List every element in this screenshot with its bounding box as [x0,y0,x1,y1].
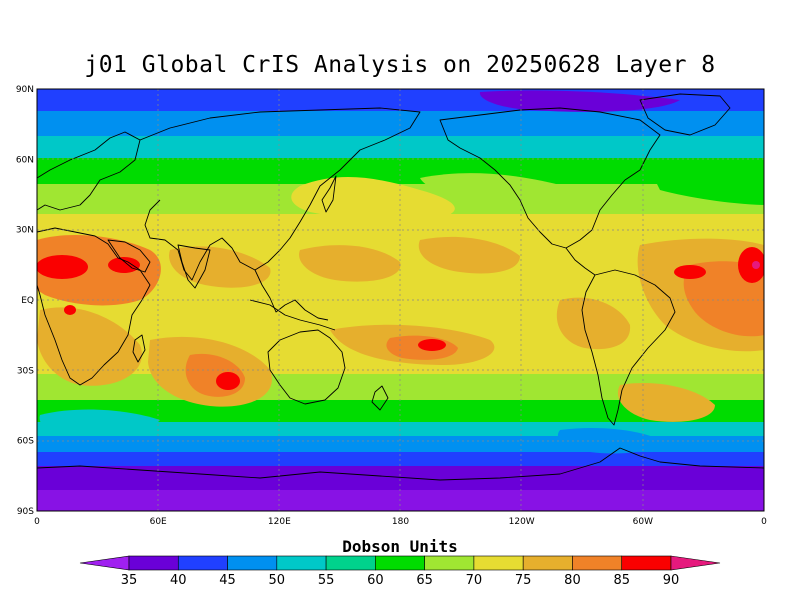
coast-australia [267,329,346,405]
lon-tick-label: 60E [150,517,167,527]
coast-arabia [107,239,151,273]
blob-s-atlantic [617,382,715,422]
band-south-pol [37,452,764,470]
colorbar-segment [424,555,475,571]
coast-madagascar [132,334,146,363]
hotspot-w-africa [64,305,76,315]
blob-pacific-w [299,245,401,282]
colorbar-tick: 45 [219,573,236,588]
blob-n-atlantic [650,168,764,205]
coast-india [177,244,211,289]
coast-japan [321,175,337,213]
colorbar-under-triangle [79,555,130,571]
coast-indonesia [249,299,336,331]
colorbar-tick: 60 [367,573,384,588]
longitude-labels: 0 60E 120E 180 120W 60W 0 [34,517,767,527]
coast-europe [36,131,141,211]
hotspot-arabia [108,257,140,273]
hotspot-sahara [37,255,88,279]
blob-arctic-low [479,90,680,112]
graticule [37,89,764,511]
band-antarctic-core [37,490,764,511]
coast-se-asia [254,269,329,321]
lon-tick-label: 0 [761,517,767,527]
blob-so-west [39,409,160,435]
lat-tick-label: 90N [16,85,34,95]
band-north-sub [37,136,764,158]
ozone-field [37,89,764,511]
colorbar-tick: 90 [663,573,680,588]
latitude-labels: 90N 60N 30N EQ 30S 60S 90S [16,85,34,517]
coast-central-am [565,247,596,276]
colorbar-segment [473,555,524,571]
colorbar-segment [572,555,623,571]
coast-s-america [581,269,676,426]
blob-atlantic-e-core [683,261,764,337]
blob-south-asia [169,246,271,288]
colorbar-tick: 85 [613,573,630,588]
blob-pacific-c [418,236,520,274]
lat-tick-label: 60S [17,437,34,447]
blob-s-america-e [556,297,631,350]
coast-nz [371,385,389,411]
colorbar-tick: 55 [318,573,335,588]
hotspot-magenta [752,261,760,269]
colorbar-tick: 70 [466,573,483,588]
map-title: j01 Global CrIS Analysis on 20250628 Lay… [84,52,716,78]
colorbar-tick: 80 [564,573,581,588]
colorbar-segment [522,555,573,571]
lon-tick-label: 120E [268,517,291,527]
colorbar-segment [276,555,327,571]
lat-tick-label: 90S [17,507,34,517]
colorbar [79,555,721,571]
hotspot-indian [216,372,240,390]
coast-asia [139,107,421,281]
coast-africa [36,227,151,386]
colorbar-segment [375,555,425,571]
map-frame [36,88,765,512]
field-blobs [37,90,764,454]
colorbar-over-triangle [670,555,721,571]
coast-greenland [639,93,731,136]
hotspot-pacific [418,339,446,351]
colorbar-segment [325,555,376,571]
blob-n-asia [291,177,455,221]
hotspots [37,247,764,390]
lat-tick-label: EQ [21,296,34,306]
lon-tick-label: 60W [633,517,653,527]
colorbar-tick: 50 [269,573,286,588]
colorbar-tick: 65 [416,573,433,588]
lon-tick-label: 120W [509,517,535,527]
lat-tick-label: 30N [16,226,34,236]
colorbar-label: Dobson Units [342,537,458,556]
blob-arabia [37,235,161,306]
lon-tick-label: 180 [392,517,409,527]
hotspot-atlantic [674,265,706,279]
hotspot-e-edge [738,247,764,283]
lat-tick-label: 60N [16,155,34,165]
blob-africa-s [37,307,142,386]
colorbar-segment [621,555,672,571]
lon-tick-label: 0 [34,517,40,527]
colorbar-tick: 75 [515,573,532,588]
blob-n-pacific [420,173,568,200]
lat-tick-label: 30S [17,366,34,376]
colorbar-tick-labels: 35 40 45 50 55 60 65 70 75 80 85 90 [121,573,680,588]
coast-antarctica [36,447,765,481]
colorbar-segment [227,555,278,571]
colorbar-segment [177,555,228,571]
colorbar-tick: 40 [170,573,187,588]
colorbar-segment [128,555,179,571]
colorbar-tick: 35 [121,573,138,588]
